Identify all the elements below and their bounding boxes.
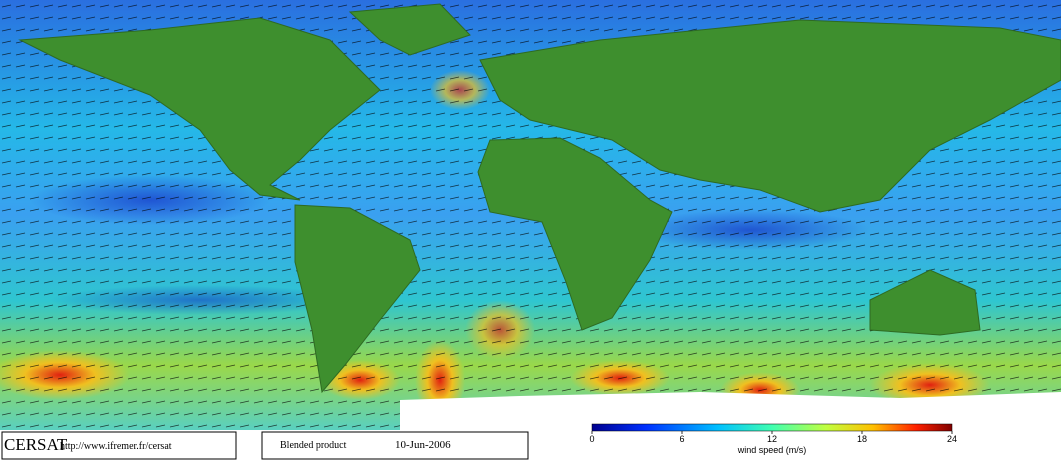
url: http://www.ifremer.fr/cersat — [60, 441, 172, 452]
colorbar-scale — [591, 423, 953, 432]
logo: CERSAT — [4, 435, 68, 454]
product: Blended product — [280, 440, 347, 451]
colorbar-label: wind speed (m/s) — [737, 445, 807, 455]
colorbar-tick-label: 18 — [857, 434, 867, 444]
date: 10-Jun-2006 — [395, 439, 451, 451]
colorbar-tick-label: 24 — [947, 434, 957, 444]
colorbar-tick-label: 12 — [767, 434, 777, 444]
product-box — [261, 431, 529, 460]
continents — [18, 3, 1061, 394]
colorbar: wind speed (m/s) 0 6 12 18 24 — [589, 423, 957, 455]
credit-box — [1, 431, 237, 460]
antarctica — [400, 392, 1061, 430]
colorbar-tick-label: 0 — [589, 434, 594, 444]
colorbar-tick-label: 6 — [679, 434, 684, 444]
